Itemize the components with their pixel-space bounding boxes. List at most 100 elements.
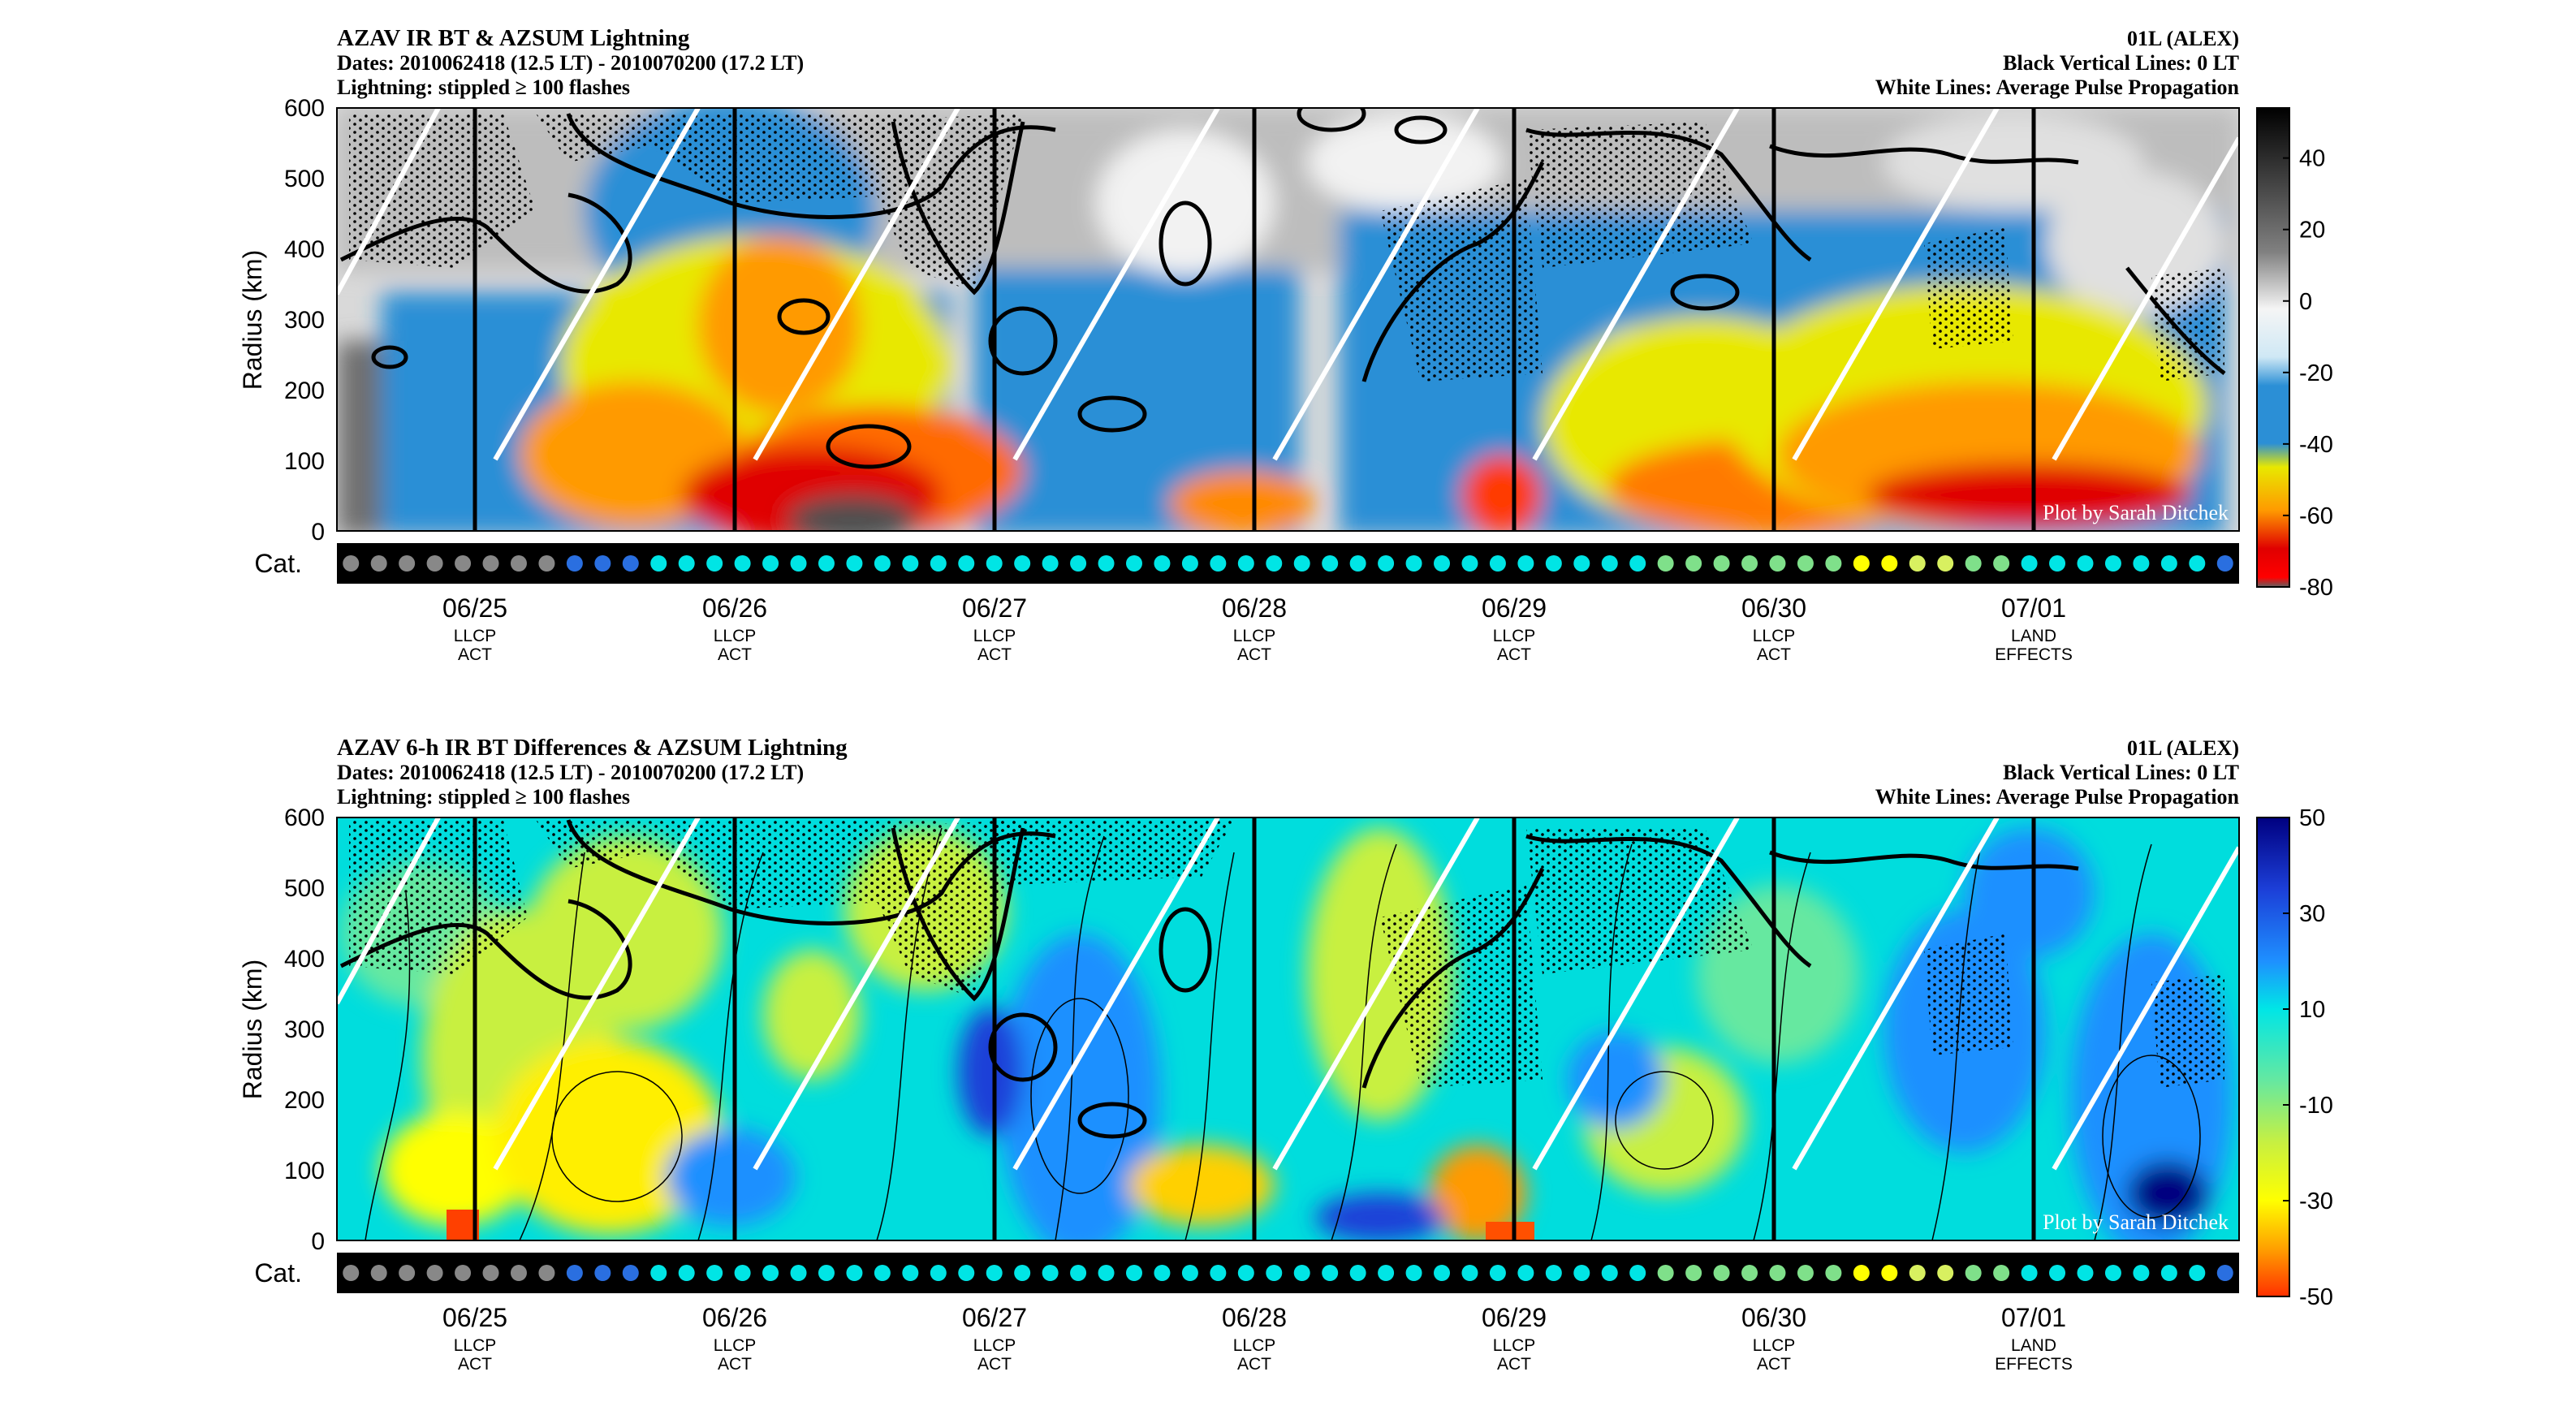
top-cat-dot	[1461, 555, 1478, 572]
top-panel: AZAV IR BT & AZSUM Lightning Dates: 2010…	[238, 25, 2333, 664]
top-cat-dot	[1322, 555, 1339, 572]
top-cat-dot	[455, 555, 472, 572]
bottom-cat-dot	[622, 1265, 639, 1281]
top-cat-dot	[1769, 555, 1786, 572]
bottom-xtick-date: 06/27	[962, 1303, 1027, 1332]
bottom-cat-dot	[874, 1265, 891, 1281]
bottom-heatmap: Plot by Sarah Ditchek	[337, 817, 2239, 1240]
bottom-cat-dot	[1629, 1265, 1646, 1281]
bottom-cat-dot	[650, 1265, 667, 1281]
top-cat-dot	[762, 555, 779, 572]
bottom-xtick-label-1: LLCP	[714, 1336, 757, 1355]
bottom-xtick-date: 06/28	[1222, 1303, 1287, 1332]
top-cat-dot	[1517, 555, 1534, 572]
top-xtick-date: 07/01	[2001, 593, 2066, 623]
top-cat-dot	[2077, 555, 2094, 572]
top-cat-dot	[1909, 555, 1926, 572]
bottom-cat-dot	[482, 1265, 499, 1281]
top-yaxis: 0 100 200 300 400 500 600	[284, 95, 325, 546]
bottom-xtick-label-2: ACT	[977, 1355, 1012, 1374]
bottom-cat-dot	[2160, 1265, 2177, 1281]
bottom-ytick-label: 600	[284, 805, 325, 831]
bottom-cat-strip	[337, 1253, 2239, 1293]
top-cat-dot	[1210, 555, 1227, 572]
top-ytick-label: 400	[284, 236, 325, 263]
top-xaxis: 06/25LLCPACT06/26LLCPACT06/27LLCPACT06/2…	[442, 593, 2073, 664]
top-cat-dot	[734, 555, 751, 572]
bottom-cat-dot	[1713, 1265, 1730, 1281]
bottom-colorbar-tick-label: 30	[2299, 901, 2325, 927]
top-axes-frame	[336, 107, 2240, 532]
bottom-ytick-label: 0	[311, 1228, 325, 1255]
bottom-cat-dot	[1293, 1265, 1310, 1281]
top-cat-dot	[1405, 555, 1422, 572]
bottom-xtick-date: 06/25	[442, 1303, 507, 1332]
top-cat-dot	[1349, 555, 1366, 572]
bottom-cat-dot	[1573, 1265, 1590, 1281]
bottom-cat-dot	[2216, 1265, 2233, 1281]
bottom-cat-dot	[734, 1265, 751, 1281]
bottom-yaxis: 0 100 200 300 400 500 600	[284, 805, 325, 1255]
top-cat-dot	[706, 555, 723, 572]
bottom-xtick-label-1: LLCP	[1753, 1336, 1796, 1355]
bottom-cat-dot	[958, 1265, 975, 1281]
top-cat-dot	[1853, 555, 1870, 572]
top-cat-dot	[1237, 555, 1254, 572]
bottom-cat-dot	[455, 1265, 472, 1281]
top-cat-dot	[1125, 555, 1142, 572]
top-cat-dot	[1797, 555, 1814, 572]
bottom-cat-dot	[1042, 1265, 1059, 1281]
top-cat-dot	[2104, 555, 2121, 572]
bottom-cat-dot	[1125, 1265, 1142, 1281]
bottom-ytick-label: 500	[284, 875, 325, 902]
bottom-cat-dot	[370, 1265, 387, 1281]
top-colorbar-tick-label: -20	[2299, 360, 2333, 386]
top-cat-dot	[1266, 555, 1283, 572]
top-cat-dot	[566, 555, 583, 572]
top-xtick-label-1: LLCP	[1753, 627, 1796, 645]
bottom-cat-dot	[1237, 1265, 1254, 1281]
bottom-subtitle-lightning: Lightning: stippled ≥ 100 flashes	[337, 785, 630, 809]
top-xtick-label-2: EFFECTS	[1995, 645, 2073, 664]
bottom-xtick-date: 06/29	[1482, 1303, 1547, 1332]
bottom-xtick-label-1: LAND	[2011, 1336, 2056, 1355]
top-xtick-date: 06/27	[962, 593, 1027, 623]
bottom-cat-dot	[343, 1265, 360, 1281]
bottom-cat-dot	[986, 1265, 1003, 1281]
top-cat-dot	[1098, 555, 1115, 572]
bottom-axes-frame	[336, 817, 2240, 1241]
bottom-cat-dot	[1070, 1265, 1087, 1281]
bottom-cat-dot	[1434, 1265, 1451, 1281]
top-cat-dot	[2021, 555, 2038, 572]
top-cat-dot	[1154, 555, 1171, 572]
top-cat-dot	[426, 555, 443, 572]
top-xtick-label-1: LLCP	[714, 627, 757, 645]
top-ytick-label: 300	[284, 307, 325, 334]
top-colorbar-tick-label: 40	[2299, 146, 2325, 172]
top-cat-dot	[1181, 555, 1198, 572]
bottom-xtick-label-2: ACT	[1757, 1355, 1791, 1374]
top-colorbar-tick-label: 20	[2299, 218, 2325, 244]
top-cat-dot	[930, 555, 947, 572]
top-cat-dot	[1070, 555, 1087, 572]
bottom-storm-name: 01L (ALEX)	[2127, 736, 2239, 760]
bottom-cat-dot	[1181, 1265, 1198, 1281]
bottom-panel: AZAV 6-h IR BT Differences & AZSUM Light…	[238, 735, 2333, 1374]
bottom-xtick-label-1: LLCP	[1233, 1336, 1276, 1355]
top-cat-dot	[1434, 555, 1451, 572]
bottom-cat-dot	[1014, 1265, 1031, 1281]
bottom-xaxis: 06/25LLCPACT06/26LLCPACT06/27LLCPACT06/2…	[442, 1303, 2073, 1374]
bottom-ytick-label: 100	[284, 1158, 325, 1184]
top-colorbar-tick-label: -80	[2299, 575, 2333, 601]
top-cat-dot	[2216, 555, 2233, 572]
top-cat-dot	[1545, 555, 1562, 572]
bottom-cat-dot	[1489, 1265, 1506, 1281]
bottom-subtitle-dates: Dates: 2010062418 (12.5 LT) - 2010070200…	[337, 761, 804, 784]
top-xtick-label-1: LAND	[2011, 627, 2056, 645]
top-xtick-label-1: LLCP	[454, 627, 497, 645]
bottom-cat-dot	[1461, 1265, 1478, 1281]
top-xtick-label-1: LLCP	[1493, 627, 1536, 645]
bottom-cat-dot	[1909, 1265, 1926, 1281]
top-title: AZAV IR BT & AZSUM Lightning	[337, 25, 690, 51]
